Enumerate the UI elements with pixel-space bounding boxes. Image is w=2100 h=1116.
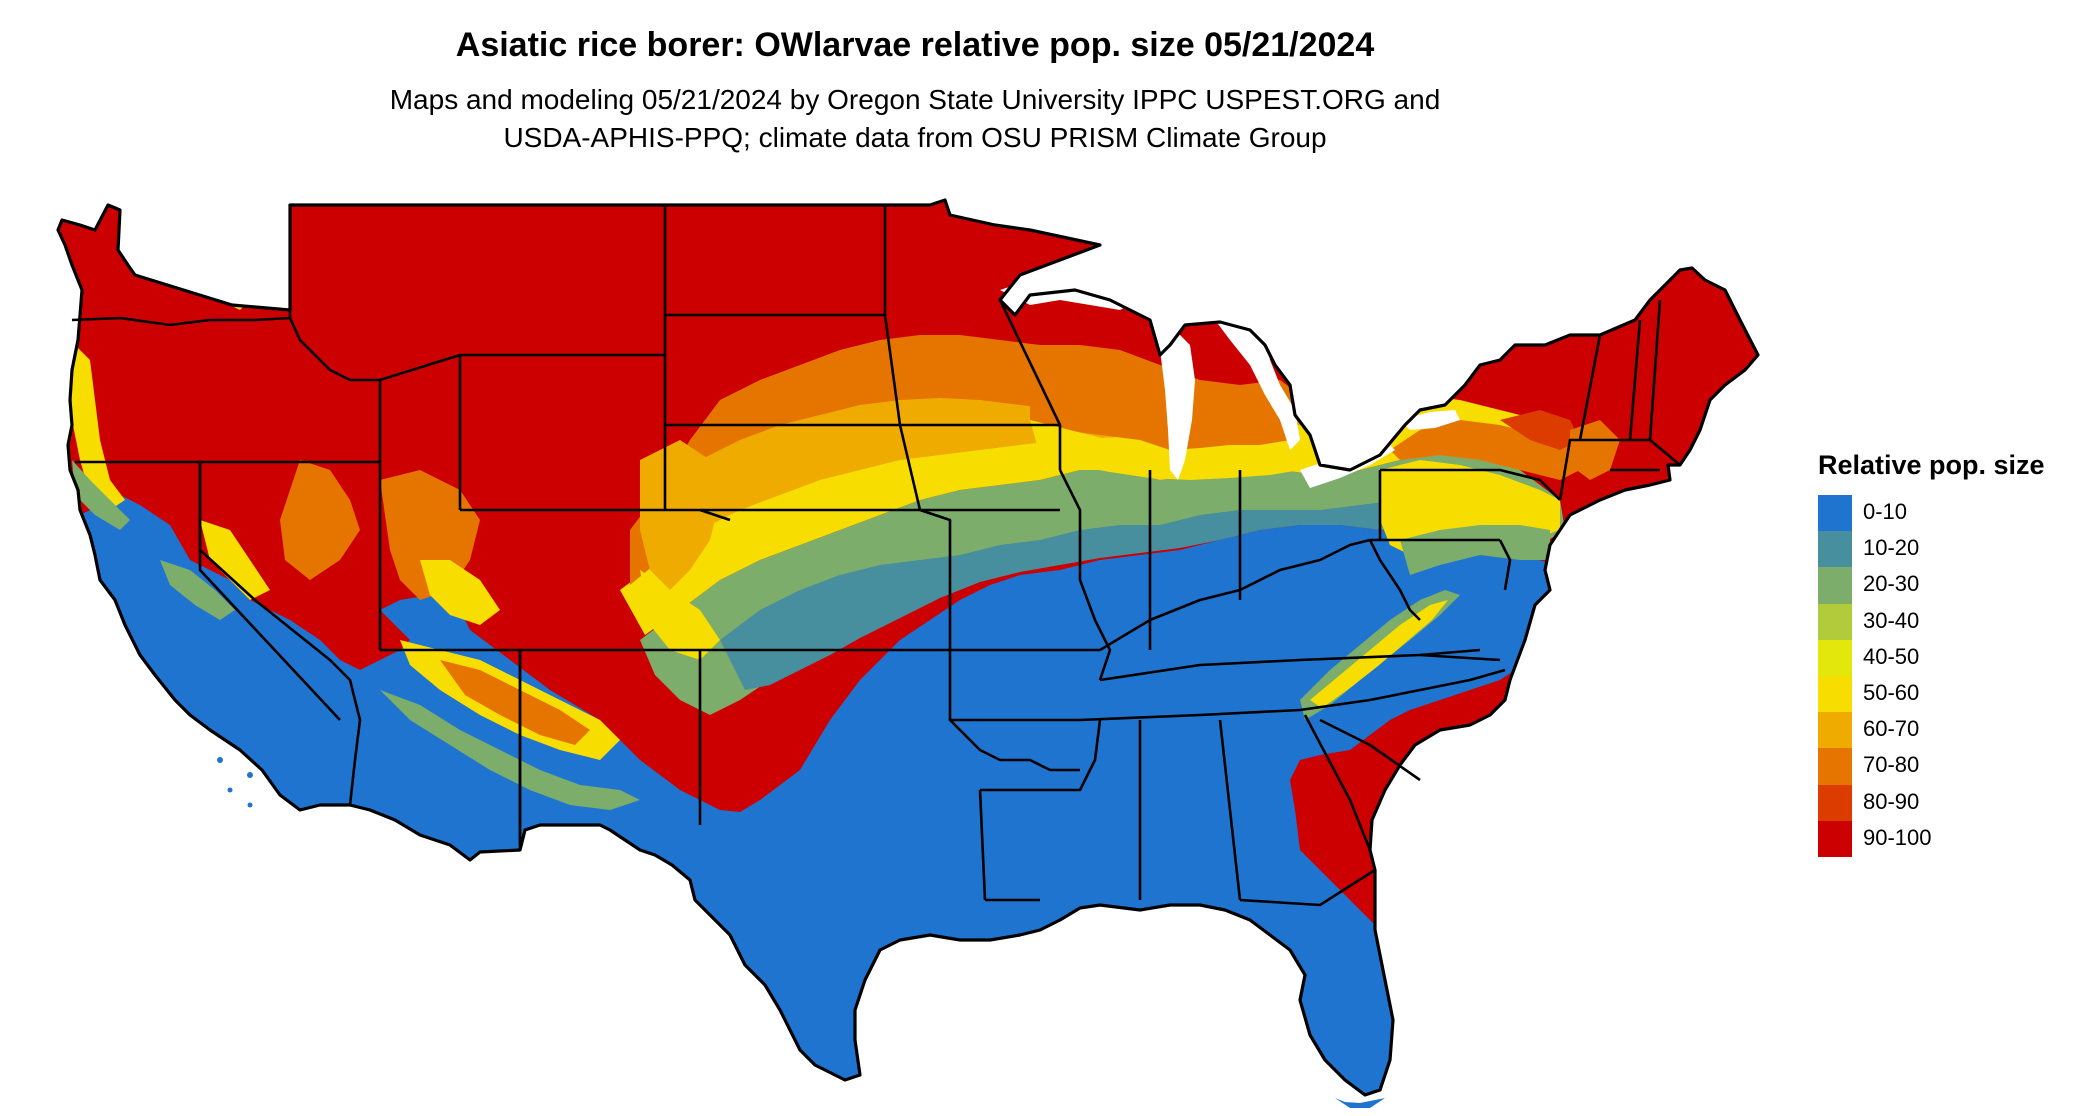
legend-item: 40-50 — [1818, 639, 2078, 676]
legend-swatch — [1818, 567, 1852, 604]
legend-swatch — [1818, 675, 1852, 713]
legend-label: 70-80 — [1863, 752, 1920, 778]
legend-item: 30-40 — [1818, 603, 2078, 640]
legend-swatch — [1818, 531, 1852, 568]
map-subtitle-line-2: USDA-APHIS-PPQ; climate data from OSU PR… — [503, 122, 1327, 153]
legend-label: 50-60 — [1863, 679, 1920, 705]
legend-item: 50-60 — [1818, 675, 2078, 713]
legend-label: 80-90 — [1863, 788, 1920, 814]
legend-item: 0-10 — [1818, 495, 2078, 532]
legend-item: 80-90 — [1818, 784, 2078, 821]
legend-swatch — [1818, 495, 1852, 532]
legend-label: 90-100 — [1863, 824, 1932, 850]
legend-items: 0-10 10-20 20-30 30-40 40-50 50-60 60-70 70-80 8… — [1818, 495, 2078, 857]
legend-label: 10-20 — [1863, 535, 1920, 561]
national-border — [56, 198, 1760, 1097]
legend-label: 20-30 — [1863, 571, 1920, 597]
legend-label: 60-70 — [1863, 716, 1920, 742]
legend-item: 70-80 — [1818, 748, 2078, 785]
legend-swatch — [1818, 820, 1852, 857]
legend-item: 60-70 — [1818, 712, 2078, 749]
map-subtitle-line-1: Maps and modeling 05/21/2024 by Oregon S… — [389, 84, 1441, 115]
state-borders — [71, 205, 1681, 907]
legend: Relative pop. size 0-10 10-20 20-30 30-40 40… — [1818, 450, 2078, 857]
legend-item: 20-30 — [1818, 567, 2078, 604]
legend-label: 0-10 — [1863, 499, 1908, 524]
legend-item: 90-100 — [1818, 820, 2078, 857]
legend-label: 40-50 — [1863, 643, 1920, 669]
legend-item: 10-20 — [1818, 531, 2078, 568]
coastal-islands — [217, 757, 1385, 1108]
great-lakes — [1000, 275, 1460, 488]
legend-swatch — [1818, 712, 1852, 749]
map-title: Asiatic rice borer: OWlarvae relative po… — [455, 26, 1375, 64]
legend-title: Relative pop. size — [1818, 450, 2045, 480]
population-raster — [58, 200, 1758, 1095]
legend-swatch — [1818, 639, 1852, 676]
legend-swatch — [1818, 784, 1852, 821]
legend-swatch — [1818, 748, 1852, 785]
legend-swatch — [1818, 603, 1852, 640]
legend-label: 30-40 — [1863, 607, 1920, 633]
